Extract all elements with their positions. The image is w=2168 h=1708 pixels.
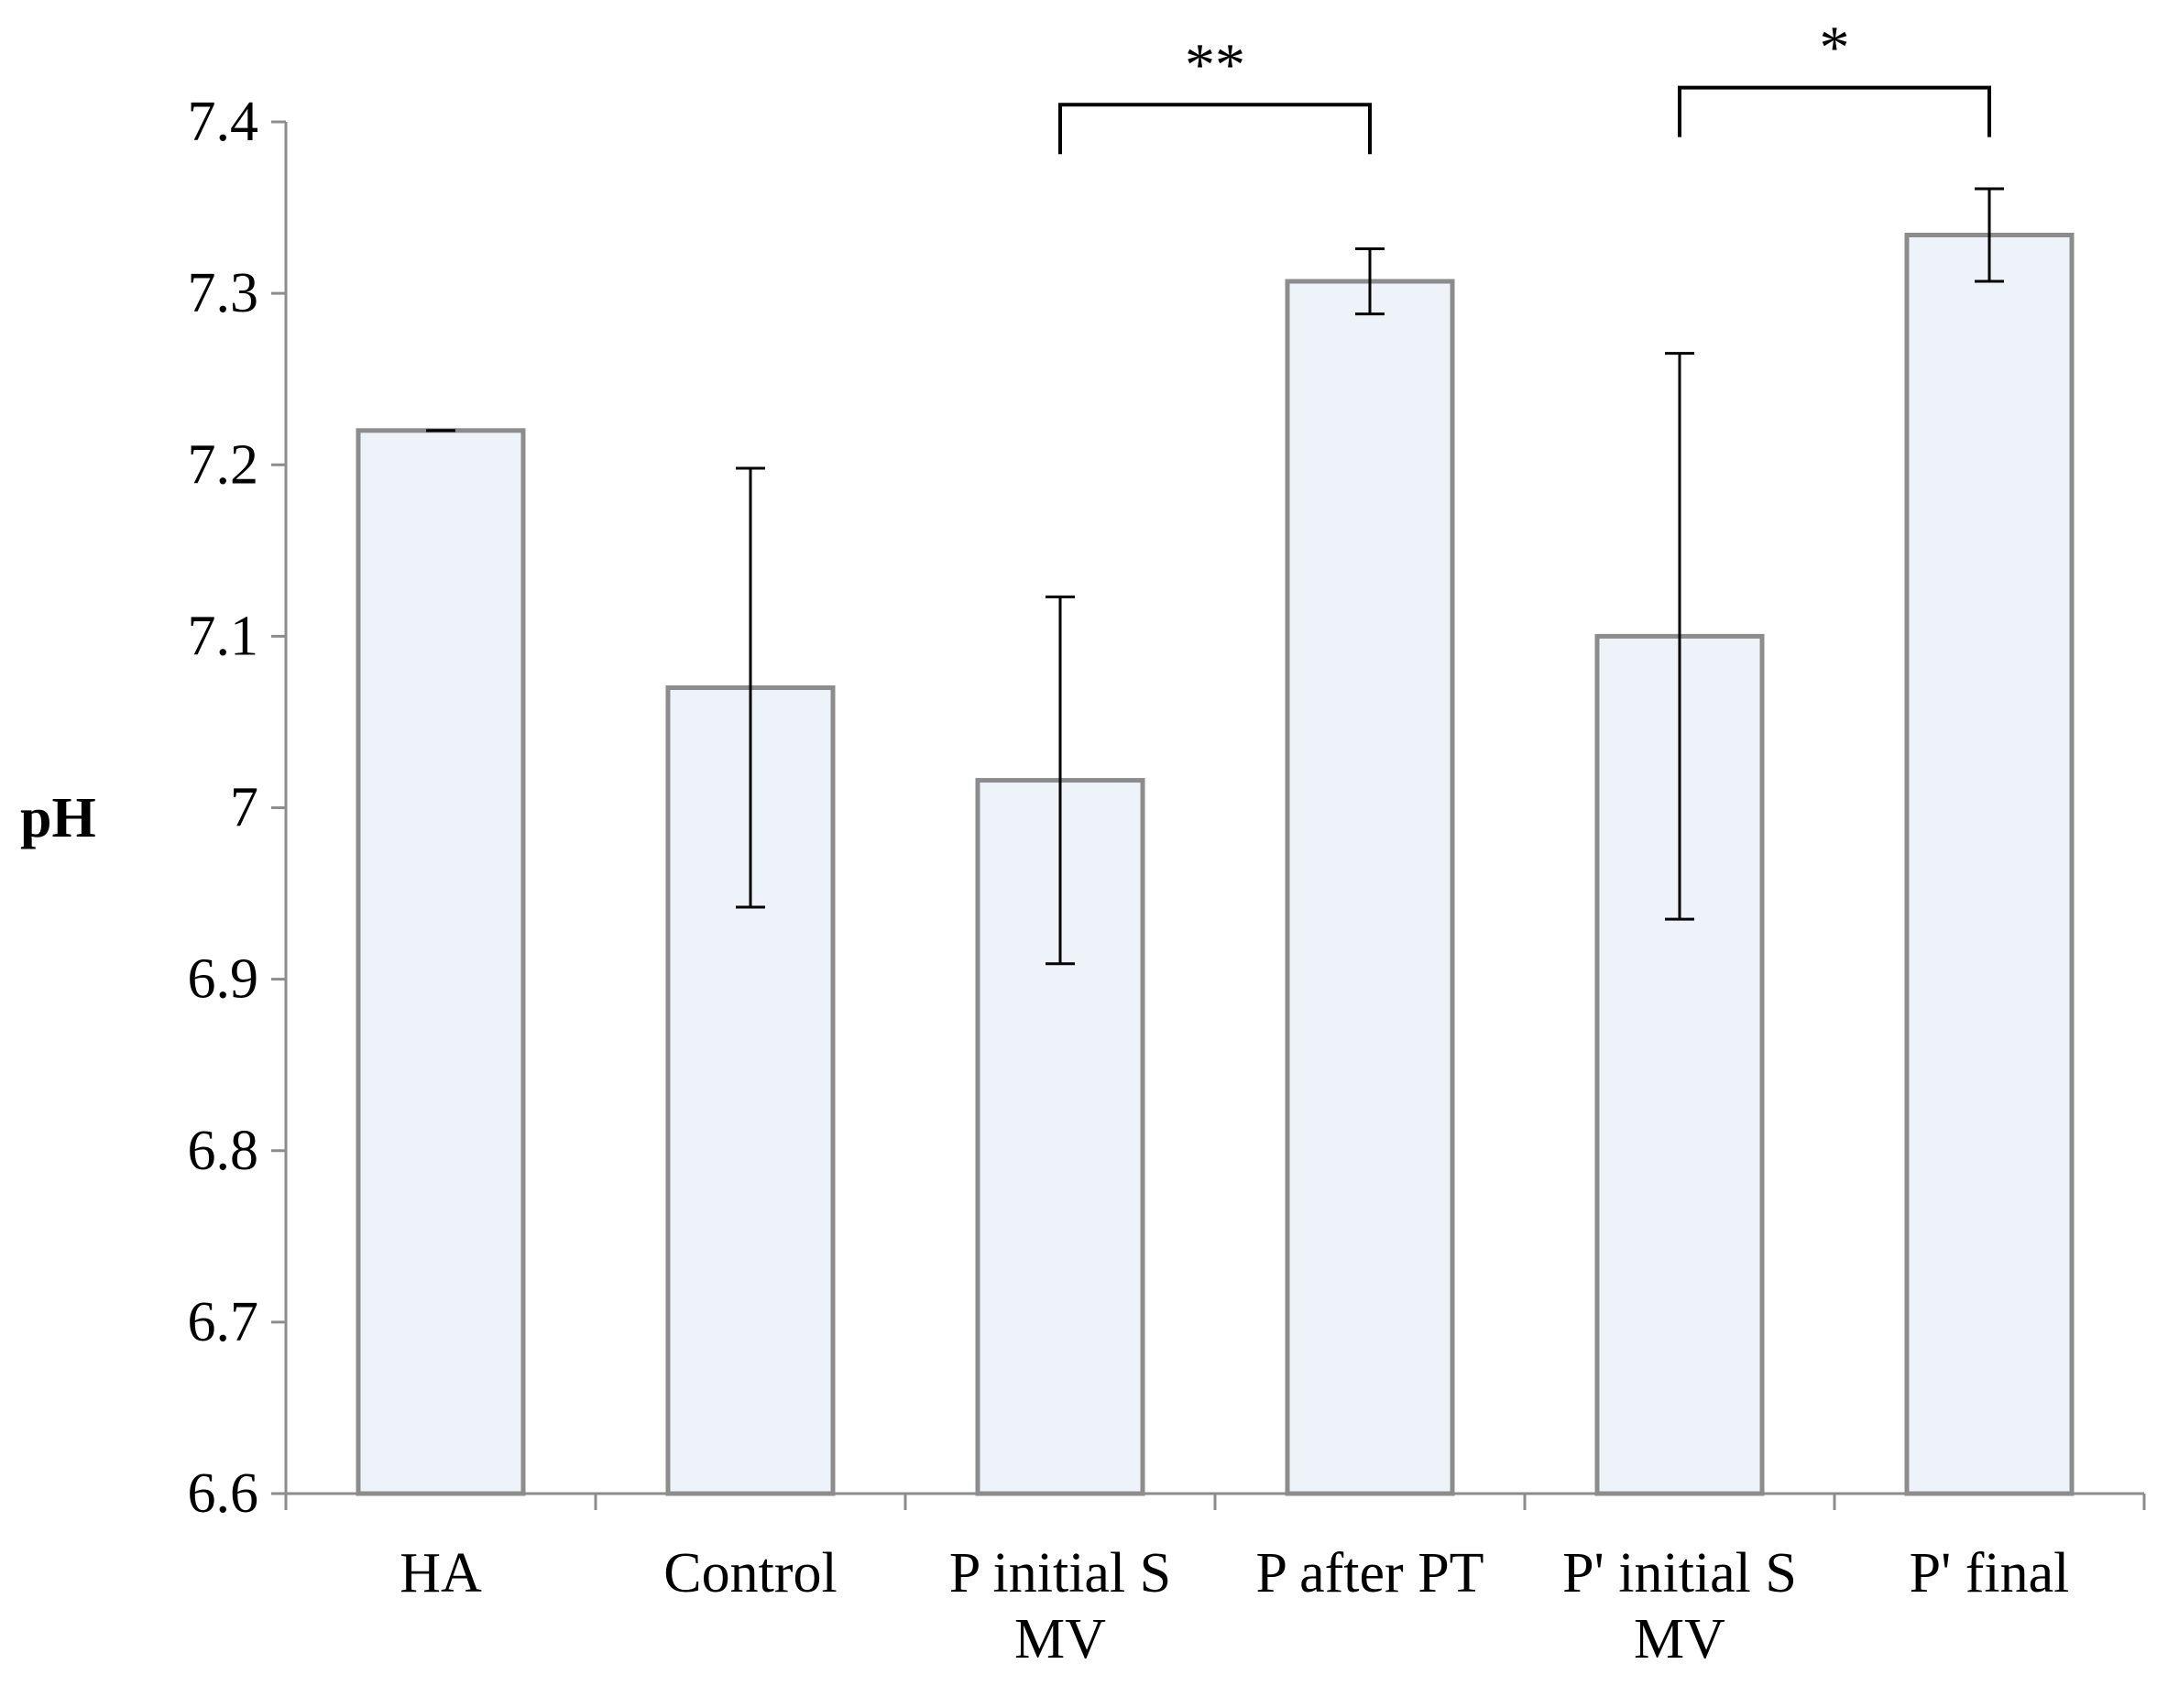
- error-bars: [426, 187, 2004, 966]
- y-tick-label: 7.2: [188, 433, 259, 496]
- y-tick-label: 6.8: [188, 1120, 259, 1182]
- x-tick-label: MV: [1014, 1608, 1106, 1670]
- significance-label: *: [1820, 15, 1850, 82]
- y-tick-labels: 6.6 6.7 6.8 6.9 7 7.1 7.2 7.3 7.4: [188, 91, 259, 1525]
- x-tick-label: P initial S: [949, 1542, 1171, 1604]
- bar: [356, 428, 526, 1496]
- significance-bracket: [1678, 85, 1991, 137]
- x-tick-label: P' final: [1910, 1542, 2070, 1604]
- y-tick-label: 7.1: [188, 605, 259, 667]
- x-tick-label: P' initial S: [1562, 1542, 1797, 1604]
- significance-label: **: [1185, 31, 1245, 98]
- x-tick-label: Control: [663, 1542, 837, 1604]
- x-tick-label: MV: [1634, 1608, 1725, 1670]
- y-tick-label: 7.3: [188, 262, 259, 324]
- significance-brackets: ** *: [1058, 15, 1991, 155]
- bar: [1904, 233, 2075, 1496]
- x-tick-label: HA: [400, 1542, 482, 1604]
- axes: [271, 120, 2146, 1510]
- y-tick-label: 6.9: [188, 948, 259, 1011]
- y-tick-label: 6.7: [188, 1291, 259, 1353]
- bars: [356, 233, 2075, 1496]
- y-tick-label: 7.4: [188, 91, 259, 153]
- bar: [1285, 279, 1455, 1496]
- x-tick-label: P after PT: [1255, 1542, 1484, 1604]
- y-tick-label: 6.6: [188, 1462, 259, 1525]
- significance-bracket: [1058, 103, 1372, 155]
- y-tick-label: 7: [230, 777, 258, 839]
- y-axis-label: pH: [20, 787, 96, 849]
